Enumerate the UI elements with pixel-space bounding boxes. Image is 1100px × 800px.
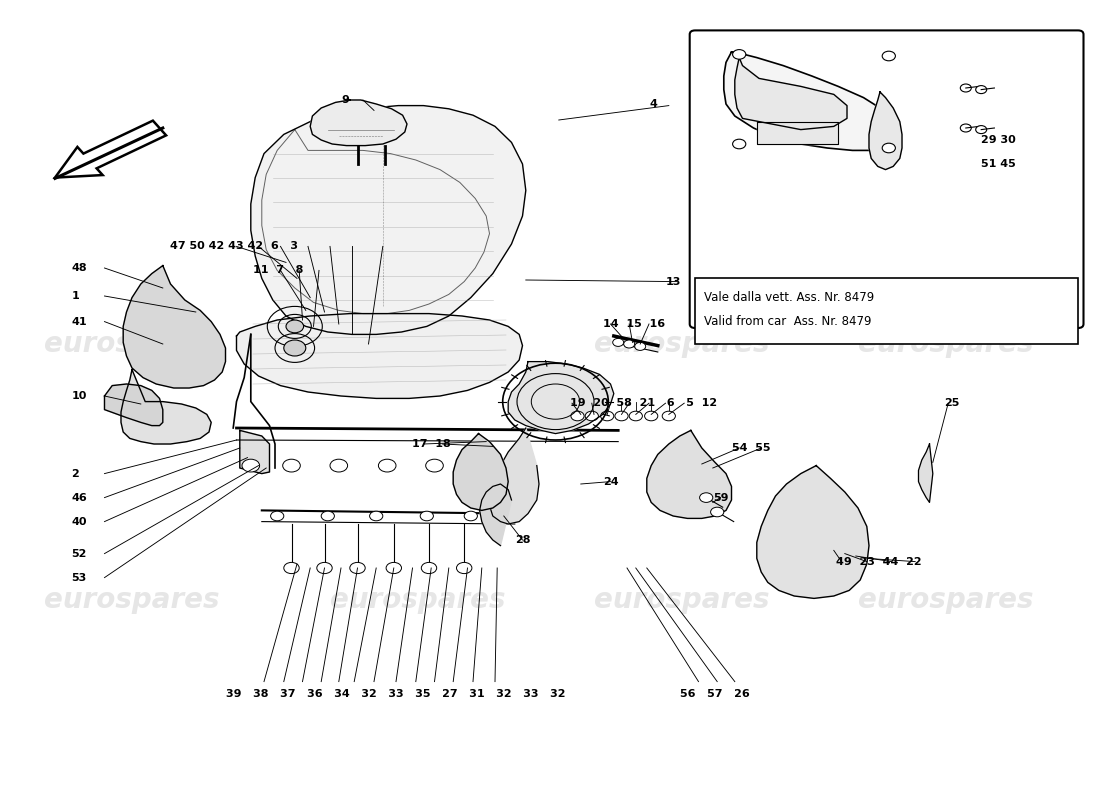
Text: 59: 59	[713, 493, 728, 502]
Circle shape	[976, 86, 987, 94]
Circle shape	[330, 459, 348, 472]
Text: 14  15  16: 14 15 16	[603, 319, 664, 329]
Text: 29 30: 29 30	[981, 135, 1016, 145]
Circle shape	[601, 411, 614, 421]
Circle shape	[271, 511, 284, 521]
Text: 48: 48	[72, 263, 87, 273]
Polygon shape	[508, 362, 614, 434]
Circle shape	[464, 511, 477, 521]
Text: 11  7   8: 11 7 8	[253, 266, 304, 275]
Circle shape	[662, 411, 675, 421]
Text: 54  55: 54 55	[732, 443, 770, 453]
Polygon shape	[757, 466, 869, 598]
Text: 25: 25	[944, 398, 959, 408]
Circle shape	[456, 562, 472, 574]
Text: 46: 46	[72, 493, 87, 502]
Text: 39   38   37   36   34   32   33   35   27   31   32   33   32: 39 38 37 36 34 32 33 35 27 31 32 33 32	[226, 690, 565, 699]
Text: 41: 41	[72, 317, 87, 326]
Circle shape	[976, 126, 987, 134]
Circle shape	[613, 338, 624, 346]
Circle shape	[882, 51, 895, 61]
Circle shape	[242, 459, 260, 472]
Text: 17  18: 17 18	[412, 439, 451, 449]
Text: 49  23  44  22: 49 23 44 22	[836, 557, 922, 566]
Text: 52: 52	[72, 549, 87, 558]
Text: 2: 2	[72, 469, 79, 478]
Circle shape	[615, 411, 628, 421]
Polygon shape	[490, 428, 539, 524]
Polygon shape	[453, 434, 508, 510]
Circle shape	[421, 562, 437, 574]
Polygon shape	[757, 122, 838, 144]
Text: 40: 40	[72, 517, 87, 526]
Circle shape	[284, 562, 299, 574]
Polygon shape	[240, 430, 270, 474]
Circle shape	[960, 124, 971, 132]
Circle shape	[510, 459, 528, 472]
Text: 28: 28	[515, 535, 530, 545]
Circle shape	[317, 562, 332, 574]
Text: eurospares: eurospares	[858, 330, 1034, 358]
Polygon shape	[480, 484, 512, 546]
Text: eurospares: eurospares	[330, 330, 506, 358]
Text: eurospares: eurospares	[858, 586, 1034, 614]
Text: 1: 1	[72, 291, 79, 301]
Polygon shape	[121, 370, 211, 444]
Text: 9: 9	[341, 95, 349, 105]
Circle shape	[629, 411, 642, 421]
Polygon shape	[123, 266, 226, 388]
Text: eurospares: eurospares	[594, 330, 770, 358]
Text: 10: 10	[72, 391, 87, 401]
Circle shape	[711, 507, 724, 517]
Circle shape	[420, 511, 433, 521]
Circle shape	[283, 459, 300, 472]
Polygon shape	[869, 92, 902, 170]
Circle shape	[426, 459, 443, 472]
Text: 56   57   26: 56 57 26	[680, 690, 749, 699]
Circle shape	[571, 411, 584, 421]
Circle shape	[321, 511, 334, 521]
Polygon shape	[918, 444, 933, 502]
Polygon shape	[104, 384, 163, 426]
Circle shape	[733, 139, 746, 149]
Polygon shape	[735, 58, 847, 130]
Text: 51 45: 51 45	[981, 159, 1016, 169]
Circle shape	[733, 50, 746, 59]
Circle shape	[960, 84, 971, 92]
Text: 53: 53	[72, 573, 87, 582]
Circle shape	[350, 562, 365, 574]
FancyBboxPatch shape	[695, 278, 1078, 344]
Circle shape	[700, 493, 713, 502]
FancyBboxPatch shape	[690, 30, 1084, 328]
Circle shape	[386, 562, 402, 574]
Text: 47 50 42 43 42  6   3: 47 50 42 43 42 6 3	[170, 242, 298, 251]
Polygon shape	[310, 100, 407, 146]
Text: 13: 13	[666, 277, 681, 286]
Text: Vale dalla vett. Ass. Nr. 8479: Vale dalla vett. Ass. Nr. 8479	[704, 291, 874, 304]
Circle shape	[585, 411, 598, 421]
Circle shape	[635, 342, 646, 350]
Polygon shape	[647, 430, 732, 518]
Polygon shape	[724, 52, 891, 150]
Polygon shape	[251, 106, 526, 334]
Text: eurospares: eurospares	[330, 586, 506, 614]
Text: 24: 24	[603, 477, 618, 486]
Polygon shape	[236, 314, 522, 398]
Text: eurospares: eurospares	[594, 586, 770, 614]
Text: 4: 4	[649, 99, 657, 109]
Text: 19  20  58  21   6   5  12: 19 20 58 21 6 5 12	[570, 398, 717, 408]
Circle shape	[370, 511, 383, 521]
Text: eurospares: eurospares	[44, 330, 220, 358]
Circle shape	[284, 340, 306, 356]
Circle shape	[286, 320, 304, 333]
Circle shape	[473, 459, 491, 472]
Text: Valid from car  Ass. Nr. 8479: Valid from car Ass. Nr. 8479	[704, 315, 871, 328]
Text: eurospares: eurospares	[44, 586, 220, 614]
FancyArrow shape	[55, 121, 166, 178]
Circle shape	[378, 459, 396, 472]
Circle shape	[624, 340, 635, 348]
Circle shape	[882, 143, 895, 153]
Circle shape	[645, 411, 658, 421]
